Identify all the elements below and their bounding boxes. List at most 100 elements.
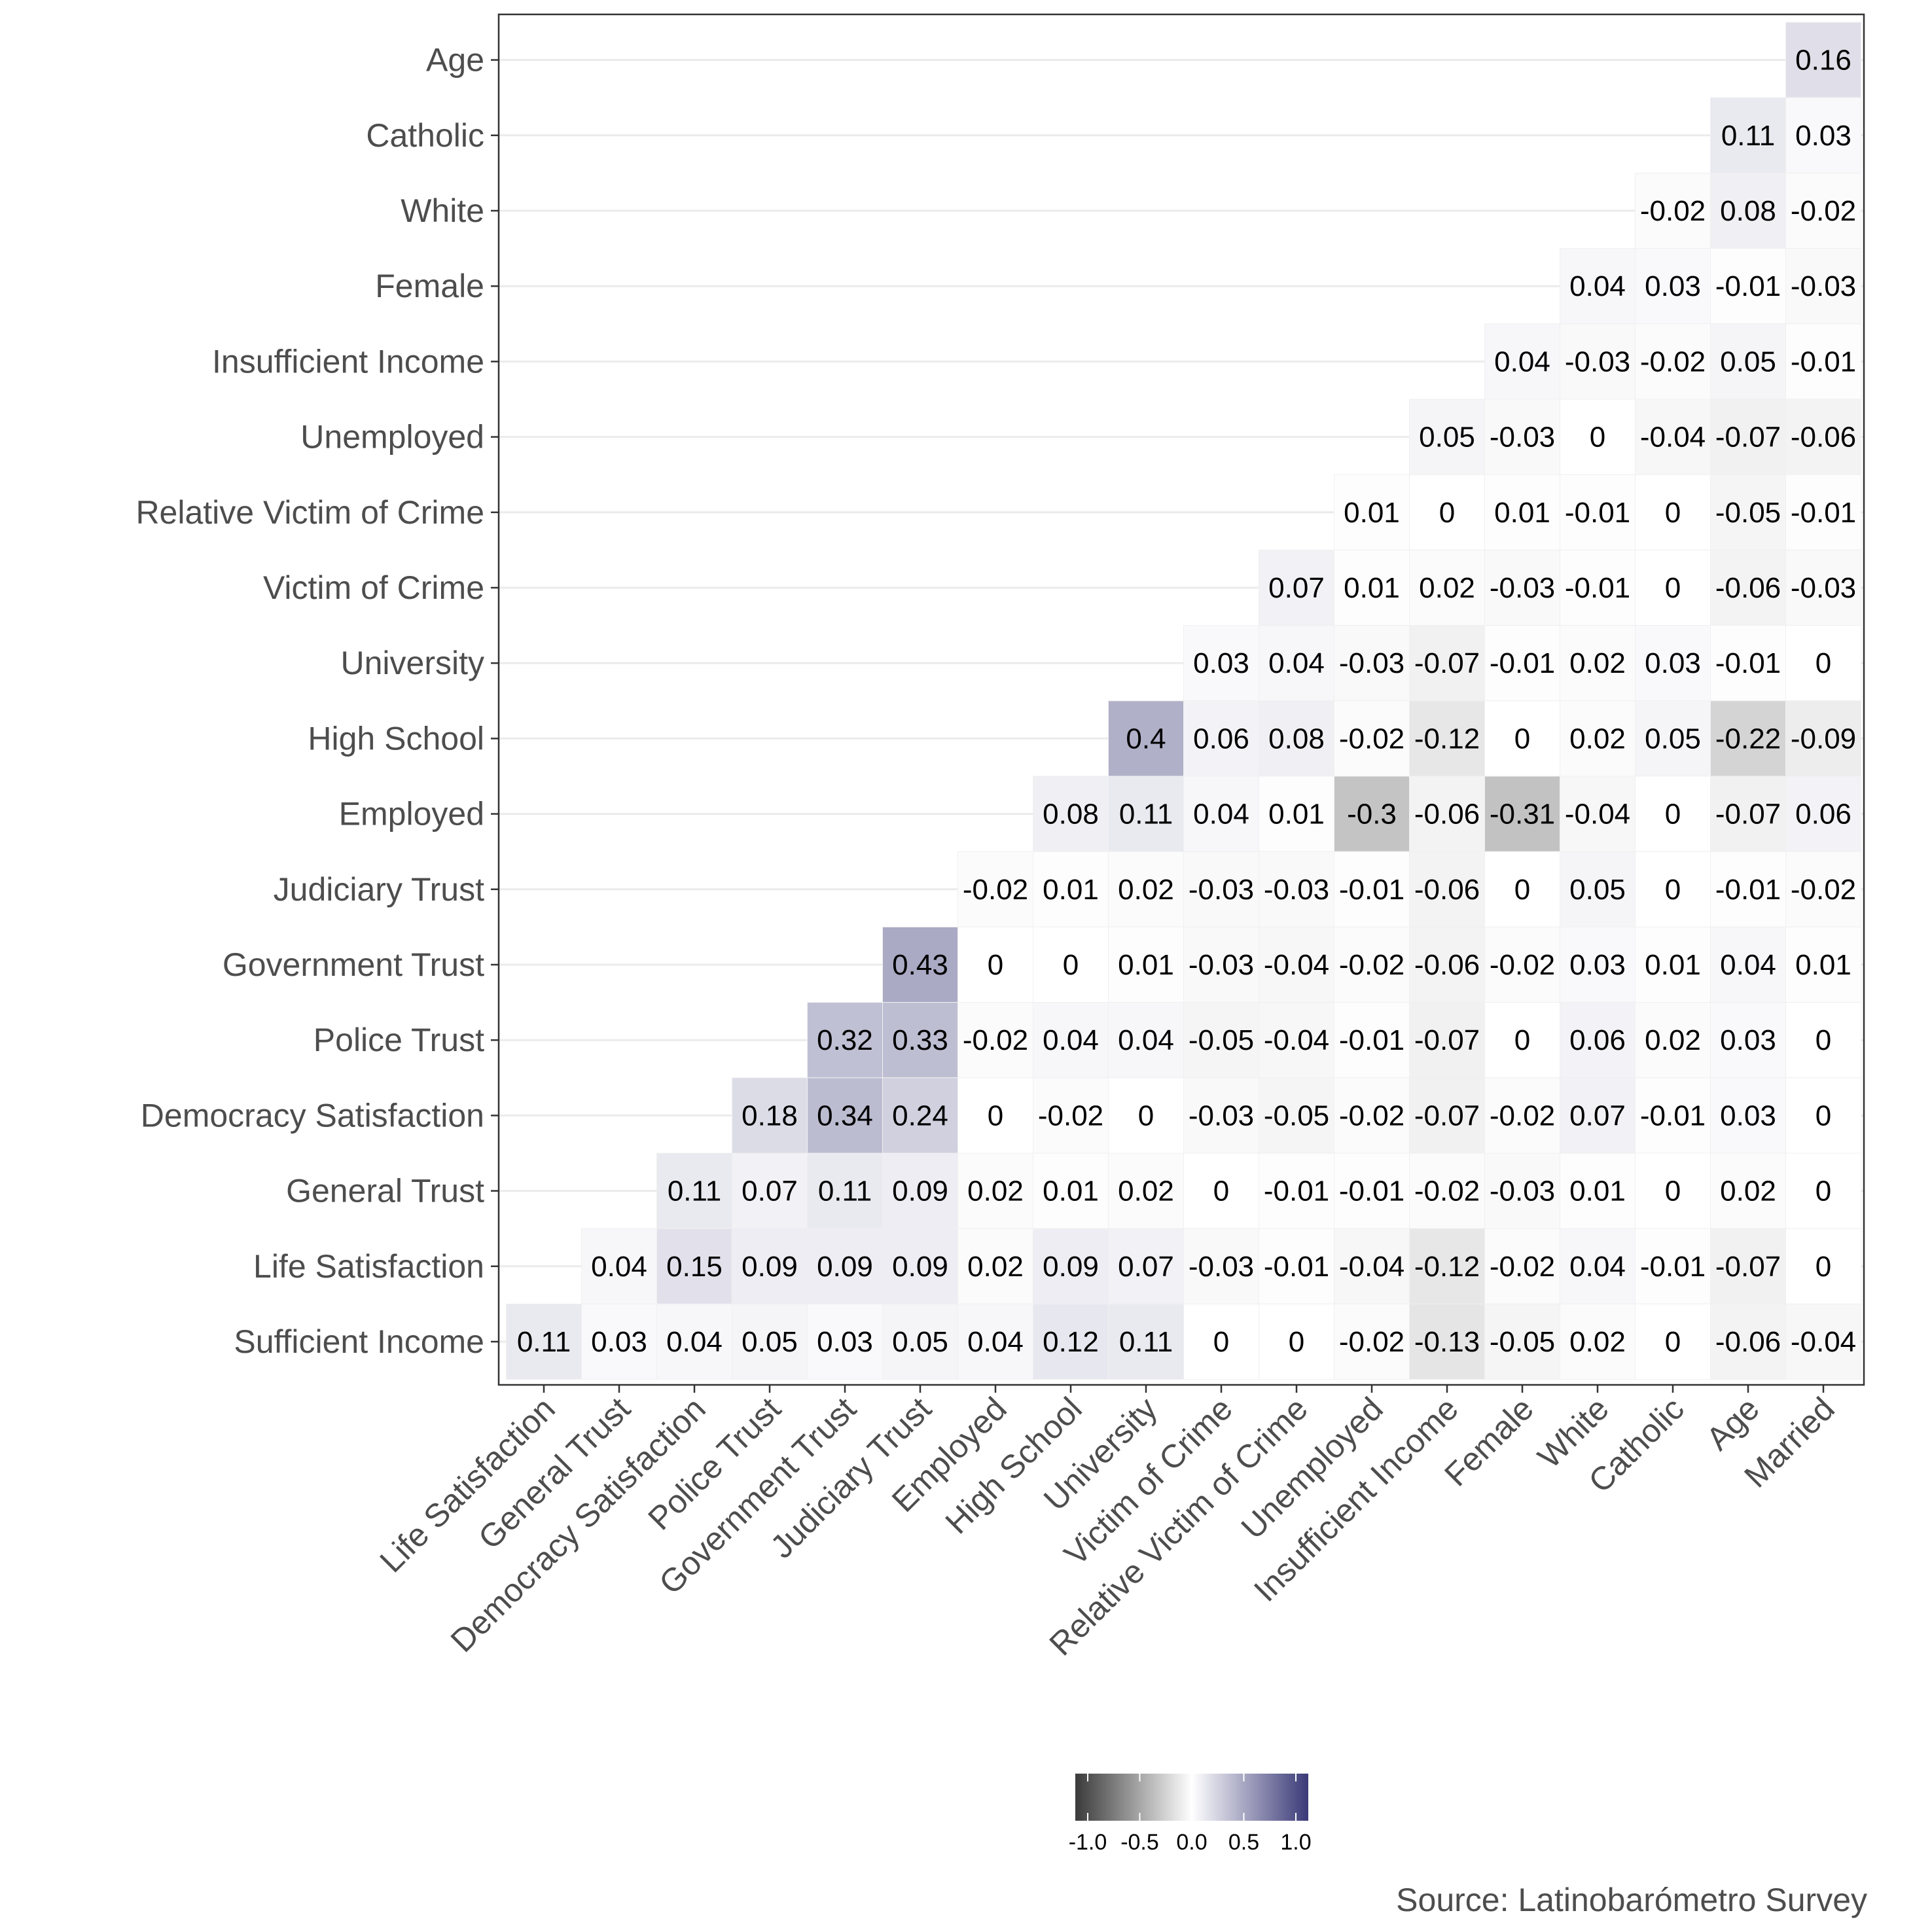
cell-value-label: 0 <box>1063 949 1079 981</box>
cell-value-label: 0 <box>988 1100 1003 1132</box>
heatmap-cell <box>1635 172 1711 249</box>
cell-value-label: 0.03 <box>1795 120 1851 152</box>
heatmap-cell <box>1484 1228 1560 1304</box>
cell-value-label: 0.04 <box>1118 1024 1174 1056</box>
y-tick-label: University <box>341 645 484 681</box>
cell-value-label: 0.09 <box>742 1251 798 1283</box>
heatmap-cell <box>1710 1303 1786 1380</box>
y-tick-label: Judiciary Trust <box>274 871 484 908</box>
heatmap-cell <box>1560 474 1636 550</box>
cell-value-label: 0.01 <box>1268 798 1325 831</box>
cell-value-label: 0.05 <box>892 1326 948 1358</box>
cell-value-label: 0.04 <box>591 1251 647 1283</box>
heatmap-cell <box>656 1303 732 1380</box>
cell-value-label: -0.01 <box>1264 1175 1329 1208</box>
heatmap-cell <box>1183 625 1259 702</box>
heatmap-cell <box>1710 399 1786 475</box>
legend-tick-label: 0.5 <box>1228 1830 1259 1855</box>
cell-value-label: -0.02 <box>963 1024 1028 1056</box>
cell-value-label: -0.03 <box>1565 346 1630 378</box>
heatmap-cell <box>1033 1002 1109 1079</box>
cell-value-label: -0.12 <box>1414 1251 1480 1283</box>
heatmap-cell <box>1785 776 1861 852</box>
heatmap-cell <box>1484 1077 1560 1154</box>
cell-value-label: 0.03 <box>591 1326 647 1358</box>
heatmap-cell <box>1560 323 1636 400</box>
heatmap-cell <box>1334 1303 1410 1380</box>
cell-value-label: 0 <box>1514 1024 1530 1056</box>
cell-value-label: 0.07 <box>1569 1100 1626 1132</box>
cell-value-label: -0.04 <box>1264 1024 1329 1056</box>
cell-value-label: 0 <box>1665 874 1681 906</box>
y-tick-label: Sufficient Income <box>234 1323 484 1360</box>
heatmap-cell <box>1259 549 1334 626</box>
cell-value-label: 0.11 <box>668 1175 721 1208</box>
cell-value-label: 0 <box>1665 572 1681 604</box>
heatmap-cell <box>1635 248 1711 325</box>
heatmap-cell <box>882 1303 958 1380</box>
heatmap-cell <box>1785 248 1861 325</box>
cell-value-label: -0.06 <box>1414 949 1480 981</box>
y-tick-label: Unemployed <box>300 419 484 456</box>
heatmap-cell <box>1635 1077 1711 1154</box>
heatmap-cell <box>656 1153 732 1229</box>
y-tick-label: Female <box>375 268 484 304</box>
heatmap-cell <box>882 926 958 1003</box>
cell-value-label: 0.02 <box>1569 1326 1626 1358</box>
heatmap-cell <box>1560 700 1636 777</box>
cell-value-label: 0.01 <box>1043 874 1099 906</box>
cell-value-label: 0.01 <box>1494 497 1550 529</box>
cell-value-label: -0.06 <box>1414 874 1480 906</box>
y-tick-label: Insufficient Income <box>212 343 484 380</box>
cell-value-label: 0.04 <box>1720 949 1776 981</box>
cell-value-label: 0.04 <box>1043 1024 1099 1056</box>
cell-value-label: 0.43 <box>892 949 948 981</box>
y-tick-label: Democracy Satisfaction <box>141 1097 484 1134</box>
y-tick-label: High School <box>308 720 484 757</box>
cell-value-label: -0.03 <box>1189 949 1254 981</box>
y-tick-label: Age <box>426 42 484 79</box>
cell-value-label: 0 <box>1514 723 1530 755</box>
heatmap-cell <box>1710 172 1786 249</box>
cell-value-label: 0.04 <box>1268 647 1325 679</box>
y-tick-label: Relative Victim of Crime <box>135 494 484 531</box>
cell-value-label: 0.06 <box>1569 1024 1626 1056</box>
heatmap-cell <box>1560 248 1636 325</box>
heatmap-cell <box>1635 700 1711 777</box>
heatmap-cell <box>1710 474 1786 550</box>
heatmap-cell <box>1635 776 1711 852</box>
heatmap-cell <box>1785 1002 1861 1079</box>
cell-value-label: -0.02 <box>1791 874 1856 906</box>
heatmap-cell <box>1033 926 1109 1003</box>
heatmap-cell <box>1108 700 1184 777</box>
cell-value-label: -0.02 <box>1640 195 1706 227</box>
heatmap-cell <box>1183 926 1259 1003</box>
cell-value-label: -0.02 <box>1490 1251 1555 1283</box>
heatmap-cell <box>1108 926 1184 1003</box>
cell-value-label: -0.01 <box>1791 497 1856 529</box>
y-tick-label: General Trust <box>286 1173 484 1209</box>
cell-value-label: -0.12 <box>1414 723 1480 755</box>
y-tick-label: Police Trust <box>313 1022 484 1058</box>
color-legend: -1.0 -0.5 0.0 0.5 1.0 <box>1069 1774 1312 1855</box>
heatmap-cell <box>1484 399 1560 475</box>
heatmap-cell <box>1409 549 1485 626</box>
cell-value-label: -0.03 <box>1791 572 1856 604</box>
heatmap-cell <box>1033 1077 1109 1154</box>
heatmap-cell <box>1183 700 1259 777</box>
cell-value-label: -0.02 <box>1339 1326 1404 1358</box>
cell-value-label: 0 <box>1439 497 1455 529</box>
heatmap-cell <box>882 1002 958 1079</box>
cell-value-label: 0 <box>1665 798 1681 831</box>
y-axis: Age Catholic White Female Insufficient Incom… <box>135 42 499 1360</box>
cell-value-label: 0.04 <box>666 1326 723 1358</box>
cell-value-label: 0.09 <box>892 1175 948 1208</box>
heatmap-cell <box>957 1153 1033 1229</box>
heatmap-cell <box>1635 1228 1711 1304</box>
cell-value-label: -0.07 <box>1414 1100 1480 1132</box>
heatmap-cell <box>1409 851 1485 927</box>
cell-value-label: 0.01 <box>1569 1175 1626 1208</box>
cell-value-label: 0.09 <box>817 1251 873 1283</box>
heatmap-cell <box>1033 851 1109 927</box>
cell-value-label: 0.02 <box>1118 1175 1174 1208</box>
